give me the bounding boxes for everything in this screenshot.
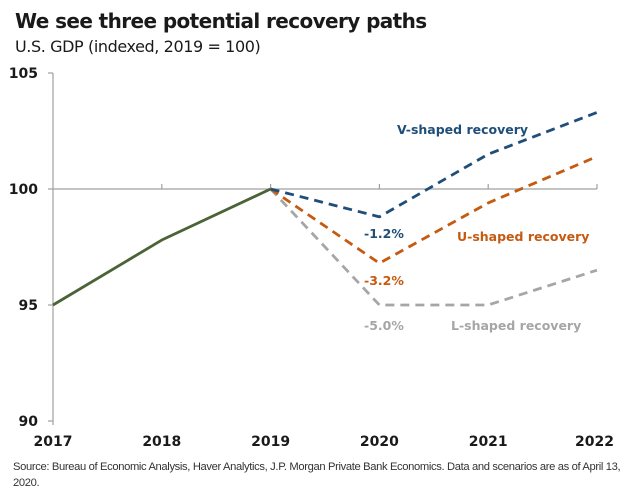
y-tick-label: 105	[9, 66, 38, 82]
series-line-actual	[52, 187, 272, 307]
annotation-label: L-shaped recovery	[451, 318, 581, 333]
x-tick-label: 2021	[469, 434, 508, 450]
x-tick-label: 2019	[251, 434, 290, 450]
annotation-label: V-shaped recovery	[397, 122, 528, 137]
axes	[48, 72, 598, 425]
series-line-u-shaped-recovery	[269, 155, 598, 265]
annotation-label: -5.0%	[364, 318, 404, 333]
y-tick-label: 100	[9, 182, 38, 198]
series-lines	[52, 111, 598, 307]
annotation-label: -3.2%	[364, 273, 404, 288]
labels: 90 95 100 105 2017 2018 2019 2020 2021 2022 V-shap…	[9, 66, 614, 450]
y-tick-label: 90	[19, 414, 39, 430]
x-tick-label: 2017	[34, 434, 73, 450]
x-tick-label: 2020	[360, 434, 399, 450]
annotation-label: -1.2%	[364, 226, 404, 241]
x-tick-label: 2022	[575, 434, 614, 450]
chart-subtitle: U.S. GDP (indexed, 2019 = 100)	[15, 37, 261, 56]
series-line-l-shaped-recovery	[269, 188, 598, 307]
annotation-label: U-shaped recovery	[457, 229, 589, 244]
chart-title: We see three potential recovery paths	[15, 9, 427, 33]
y-tick-label: 95	[19, 298, 38, 314]
source-note: Source: Bureau of Economic Analysis, Hav…	[13, 461, 621, 489]
x-tick-label: 2018	[142, 434, 181, 450]
